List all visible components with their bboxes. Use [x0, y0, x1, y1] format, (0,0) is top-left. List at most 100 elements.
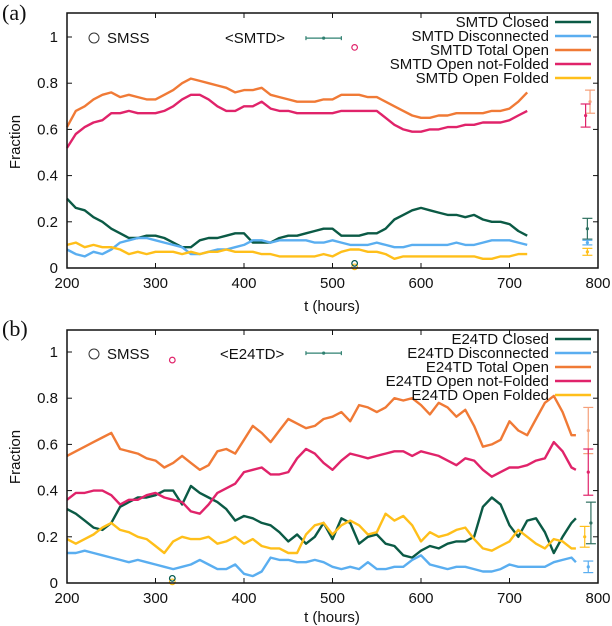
avg-point	[588, 100, 592, 104]
avg-legend-point	[322, 351, 326, 355]
series-line-smtd-total-open	[65, 77, 529, 128]
avg-errorbar	[583, 560, 594, 574]
smss-point	[351, 43, 359, 51]
x-tick-label: 600	[408, 590, 433, 607]
avg-errorbar	[585, 89, 596, 114]
legend-label: E24TD Total Open	[426, 359, 549, 376]
series-line-smtd-closed	[66, 197, 528, 249]
series-layer	[65, 77, 529, 260]
avg-errorbar	[582, 247, 593, 256]
avg-point	[586, 428, 590, 433]
y-tick-label: 0.8	[37, 75, 58, 92]
x-tick-label: 200	[54, 275, 79, 292]
y-tick-label: 0.2	[37, 214, 58, 231]
smss-legend-label: SMSS	[107, 346, 150, 363]
smss-point	[168, 578, 176, 586]
avg-legend-label: <E24TD>	[220, 346, 284, 363]
avg-point	[584, 113, 588, 118]
y-axis-label: Fraction	[7, 430, 24, 484]
x-tick-label: 700	[497, 275, 522, 292]
x-tick-label: 700	[497, 590, 522, 607]
legend-label: E24TD Open not-Folded	[386, 373, 549, 390]
y-tick-label: 0.8	[37, 390, 58, 407]
x-tick-label: 800	[585, 590, 610, 607]
x-tick-label: 400	[231, 275, 256, 292]
x-tick-label: 300	[143, 590, 168, 607]
avg-errorbar	[583, 406, 594, 455]
y-tick-label: 1	[50, 29, 58, 46]
x-tick-label: 800	[585, 275, 610, 292]
x-tick-label: 400	[231, 590, 256, 607]
y-tick-label: 0	[50, 575, 58, 592]
legend-label: SMTD Total Open	[430, 42, 549, 59]
inplot-legend: SMSS <SMTD>	[88, 30, 342, 47]
panel-label: (b)	[2, 316, 28, 341]
ticks-layer: 200 300 400 500 600 700 800 0 0.2 0.4 0.6 0.8 1	[37, 330, 611, 607]
series-line-smtd-disconnected	[66, 236, 528, 258]
avg-point	[586, 470, 590, 474]
legend-label: SMTD Open Folded	[416, 70, 549, 87]
y-tick-label: 0.4	[37, 168, 58, 185]
avg-errorbar	[583, 448, 594, 496]
x-tick-label: 300	[143, 275, 168, 292]
panel-a: (a) 200 300 400 500 600 700 80000.20.40.60.81 …	[2, 0, 611, 315]
avg-point	[589, 521, 593, 525]
legend-label: E24TD Disconnected	[407, 345, 549, 362]
series-line-e24td-open-folded	[66, 512, 576, 555]
avg-point	[583, 535, 587, 539]
smss-point	[351, 259, 359, 267]
y-tick-label: 0.6	[37, 121, 58, 138]
avg-legend-label: <SMTD>	[225, 30, 285, 47]
x-tick-label: 500	[320, 275, 345, 292]
x-axis-label: t (hours)	[304, 298, 360, 315]
avg-errorbar	[579, 525, 590, 548]
legend-label: E24TD Open Folded	[411, 387, 549, 404]
avg-errorbar	[582, 239, 593, 246]
series-line-smtd-open-not-folded	[65, 93, 528, 149]
avg-legend-sample	[305, 351, 342, 356]
panel-b: (b) 200 300 400 500 600 700 80000.20.40.60.81 …	[2, 316, 611, 626]
y-tick-label: 0.2	[37, 529, 58, 546]
avg-legend-point	[322, 36, 326, 40]
smss-legend-marker	[88, 348, 100, 360]
avg-point	[586, 565, 590, 569]
avg-point	[585, 227, 589, 231]
legend-label: E24TD Closed	[451, 331, 549, 348]
avg-point	[585, 240, 589, 245]
avg-point	[585, 250, 589, 254]
series-line-e24td-open-not-folded	[66, 440, 577, 515]
avg-errorbar	[585, 501, 596, 545]
ticks-layer: 200 300 400 500 600 700 800 0 0.2 0.4 0.6 0.8 1	[37, 13, 611, 292]
y-axis-label: Fraction	[7, 115, 24, 169]
smss-legend-marker	[88, 32, 100, 44]
legend-label: SMTD Closed	[456, 14, 549, 31]
legend-label: SMTD Open not-Folded	[390, 56, 549, 73]
markers-layer	[168, 356, 596, 586]
smss-point	[168, 356, 176, 364]
avg-legend-sample	[305, 36, 342, 41]
markers-layer	[351, 43, 596, 271]
series-line-e24td-disconnected	[67, 549, 577, 578]
y-tick-label: 0.6	[37, 436, 58, 453]
smss-legend-label: SMSS	[107, 30, 150, 47]
y-tick-label: 0.4	[37, 483, 58, 500]
series-line-e24td-total-open	[66, 394, 576, 471]
y-tick-label: 0	[50, 260, 58, 277]
smss-point	[168, 574, 176, 582]
panel-label: (a)	[2, 0, 26, 25]
avg-errorbar	[582, 217, 593, 240]
inplot-legend: SMSS <E24TD>	[88, 346, 342, 363]
x-tick-label: 200	[54, 590, 79, 607]
avg-errorbar	[580, 103, 591, 128]
series-layer	[66, 394, 577, 578]
x-axis-label: t (hours)	[304, 609, 360, 626]
legend-label: SMTD Disconnected	[411, 28, 549, 45]
x-tick-label: 600	[408, 275, 433, 292]
y-tick-label: 1	[50, 344, 58, 361]
x-tick-label: 500	[320, 590, 345, 607]
smss-point	[351, 263, 359, 271]
series-line-smtd-open-folded	[66, 241, 528, 260]
